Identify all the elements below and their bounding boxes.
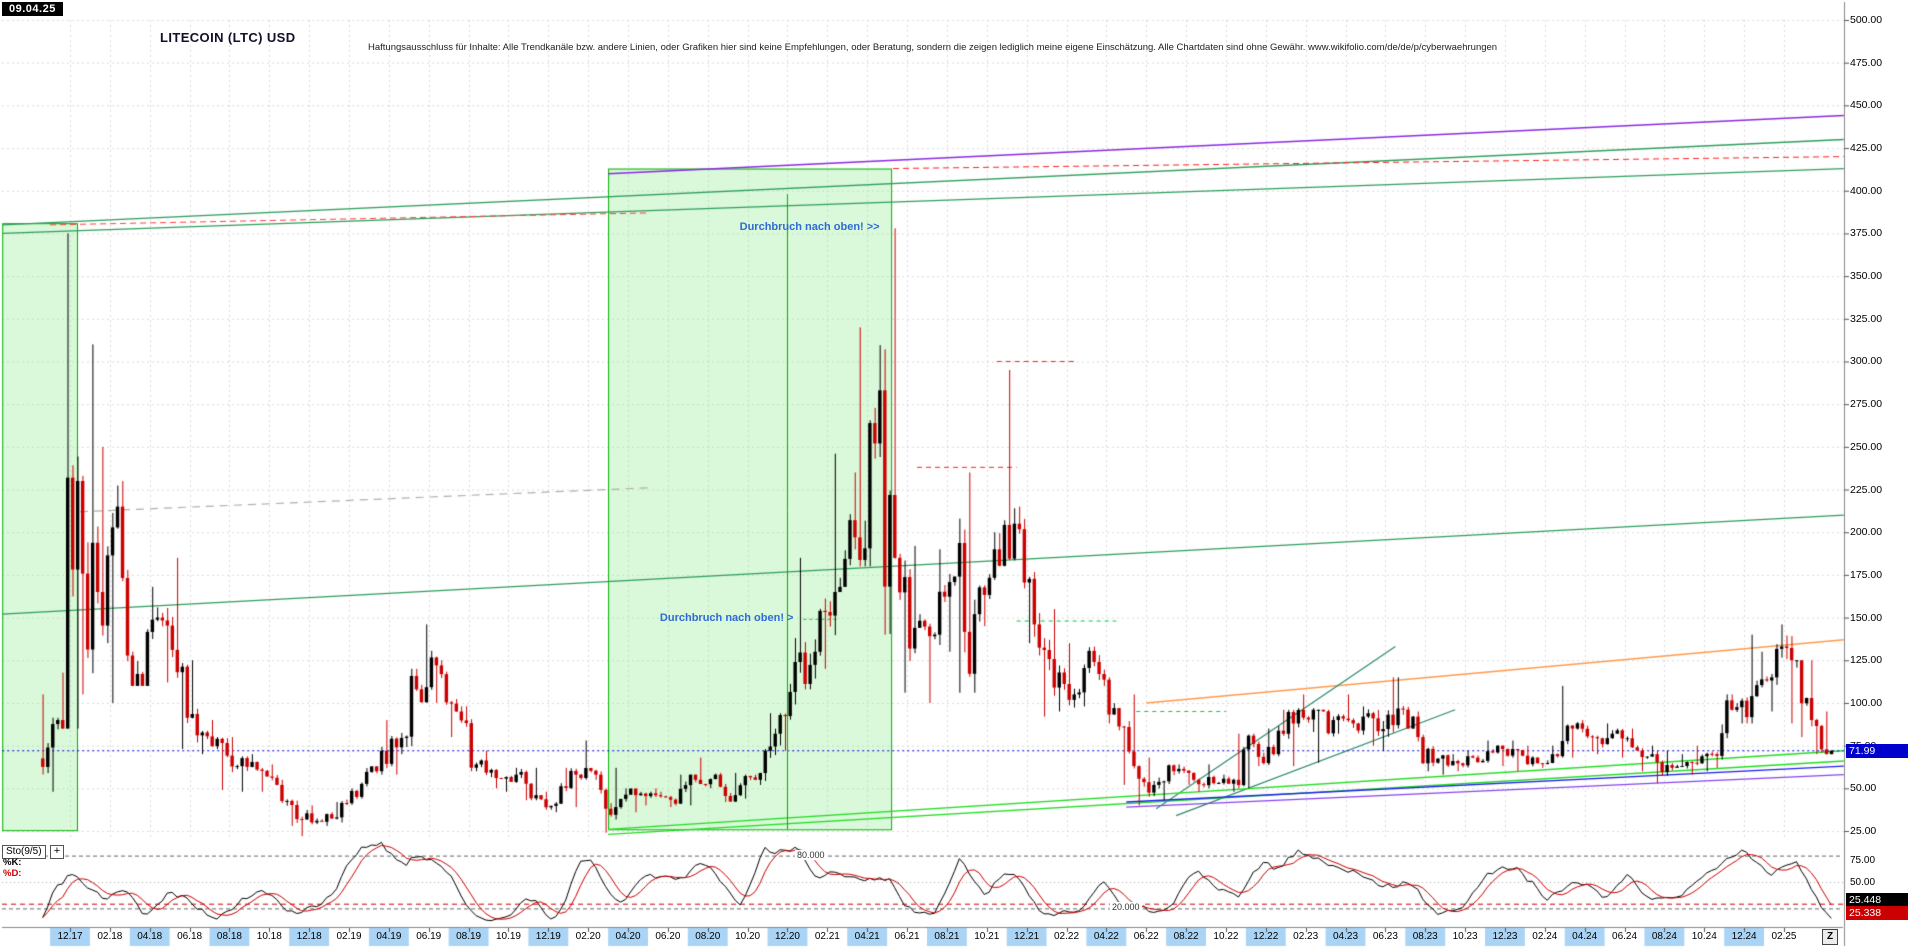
date-axis-label: 08.20: [695, 931, 721, 942]
price-axis-label: 100.00: [1850, 696, 1883, 709]
chart-title: LITECOIN (LTC) USD: [160, 30, 296, 45]
date-axis-label: 10.23: [1452, 931, 1478, 942]
date-axis-label: 10.18: [256, 931, 282, 942]
date-axis-label: 06.20: [655, 931, 681, 942]
stoch-axis-label: 50.00: [1850, 877, 1876, 888]
price-axis-label: 200.00: [1850, 526, 1883, 539]
breakout-annotation: Durchbruch nach oben! >: [659, 612, 794, 625]
indicator-label-button[interactable]: Sto(9/5): [2, 845, 46, 859]
price-axis-label: 425.00: [1850, 142, 1883, 155]
date-axis-label: 12.19: [535, 931, 561, 942]
date-axis-label: 12.17: [57, 931, 83, 942]
date-axis-label: 02.19: [336, 931, 362, 942]
current-date-badge: 09.04.25: [2, 2, 63, 16]
date-axis-label: 12.22: [1253, 931, 1279, 942]
price-axis-label: 450.00: [1850, 99, 1883, 112]
date-axis-label: 06.18: [177, 931, 203, 942]
price-axis-label: 300.00: [1850, 355, 1883, 368]
indicator-add-button[interactable]: +: [50, 845, 64, 859]
date-axis-label: 12.20: [774, 931, 800, 942]
breakout-annotation: Durchbruch nach oben! >>: [739, 221, 880, 234]
price-axis-label: 250.00: [1850, 440, 1883, 453]
date-axis-label: 04.20: [615, 931, 641, 942]
price-axis-label: 350.00: [1850, 270, 1883, 283]
date-axis-label: 08.22: [1173, 931, 1199, 942]
date-axis-label: 10.19: [495, 931, 521, 942]
price-axis-label: 500.00: [1850, 14, 1883, 26]
stoch-d-label: %D:: [3, 868, 22, 879]
date-axis-label: 12.24: [1731, 931, 1757, 942]
date-axis-label: 12.18: [296, 931, 322, 942]
date-axis-label: 02.22: [1053, 931, 1080, 942]
price-axis-label: 225.00: [1850, 483, 1883, 496]
date-axis-label: 08.21: [934, 931, 960, 942]
date-axis-label: 02.23: [1293, 931, 1319, 942]
price-axis-label: 25.00: [1850, 825, 1877, 837]
price-axis-label: 125.00: [1850, 654, 1883, 667]
price-axis-label: 175.00: [1850, 568, 1883, 581]
price-axis-label: 400.00: [1850, 184, 1883, 197]
stoch-k-value-badge: 25.448: [1846, 893, 1908, 907]
stoch-d-value-badge: 25.338: [1846, 906, 1908, 920]
stoch-axis-label: 75.00: [1850, 855, 1876, 866]
date-axis-label: 06.22: [1133, 931, 1159, 942]
price-axis-label: 150.00: [1850, 611, 1883, 624]
date-axis-label: 08.24: [1651, 931, 1677, 942]
date-axis-label: 04.24: [1572, 931, 1598, 942]
disclaimer-text: Haftungsausschluss für Inhalte: Alle Tre…: [368, 42, 1498, 53]
price-axis-label: 275.00: [1850, 398, 1883, 411]
date-axis-label: 10.21: [974, 931, 1000, 942]
date-axis-label: 08.18: [216, 931, 242, 942]
date-axis-label: 08.19: [456, 931, 482, 942]
date-axis-label: 12.23: [1492, 931, 1518, 942]
date-axis-label: 02.18: [97, 931, 123, 942]
date-axis-label: 06.23: [1372, 931, 1398, 942]
price-axis-label: 475.00: [1850, 56, 1883, 69]
date-axis-label: 04.21: [854, 931, 880, 942]
date-axis-label: 06.21: [894, 931, 920, 942]
date-axis-label: 06.19: [416, 931, 442, 942]
date-axis-label: 10.22: [1213, 931, 1239, 942]
date-axis-label: 12.21: [1014, 931, 1040, 942]
price-axis-label: 325.00: [1850, 312, 1883, 325]
current-price-marker: 71.99: [1846, 743, 1908, 758]
stoch-k-label: %K:: [3, 857, 22, 868]
price-axis-label: 50.00: [1850, 782, 1877, 795]
date-axis-label: 04.19: [376, 931, 402, 942]
date-axis-label: 10.20: [735, 931, 761, 942]
date-axis-label: 04.18: [137, 931, 163, 942]
date-axis-label: 10.24: [1691, 931, 1717, 942]
date-axis-label: 02.21: [814, 931, 840, 942]
date-axis-label: 04.23: [1333, 931, 1359, 942]
date-axis-label: 02.20: [575, 931, 601, 942]
zoom-reset-button[interactable]: Z: [1822, 929, 1838, 945]
date-axis-label: 02.24: [1532, 931, 1558, 942]
price-axis-label: 375.00: [1850, 227, 1883, 240]
date-axis-label: 08.23: [1412, 931, 1438, 942]
stoch-upper-level-label: 80.000: [795, 849, 827, 860]
date-axis-label: 04.22: [1093, 931, 1119, 942]
date-axis-label: 02.25: [1771, 931, 1797, 942]
stoch-lower-level-label: 20.000: [1110, 902, 1142, 913]
date-axis-label: 06.24: [1612, 931, 1638, 942]
